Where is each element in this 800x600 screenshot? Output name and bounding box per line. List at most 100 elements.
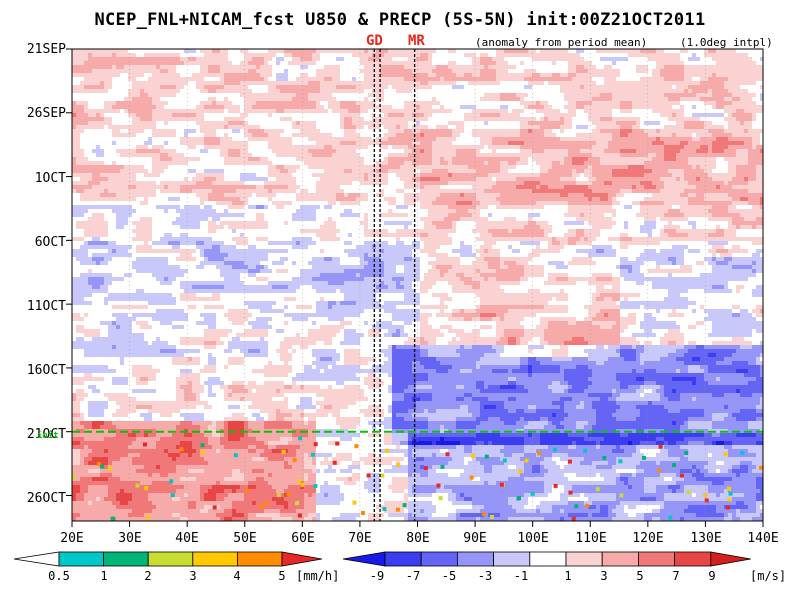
u850-cell <box>492 109 496 113</box>
u850-cell <box>500 145 504 149</box>
u850-cell <box>456 157 460 161</box>
u850-cell <box>352 113 356 117</box>
u850-cell <box>704 53 708 57</box>
u850-cell <box>328 169 332 173</box>
u850-cell <box>152 113 156 117</box>
u850-cell <box>480 189 484 193</box>
u850-cell <box>164 109 168 113</box>
u850-cell <box>760 97 763 101</box>
u850-cell <box>628 189 632 193</box>
u850-cell <box>448 121 452 125</box>
u850-cell <box>96 173 100 177</box>
u850-cell <box>196 121 200 125</box>
u850-cell <box>332 157 336 161</box>
u850-cell <box>416 181 420 185</box>
u850-cell <box>728 157 732 161</box>
u850-cell <box>560 173 564 177</box>
u850-cell <box>168 53 172 57</box>
u850-cell <box>640 189 644 193</box>
u850-cell <box>604 117 608 121</box>
u850-cell <box>84 101 88 105</box>
u850-cell <box>548 121 552 125</box>
u850-cell <box>244 65 248 69</box>
u850-cell <box>744 189 748 193</box>
u850-cell <box>508 157 512 161</box>
u850-cell <box>276 201 280 205</box>
u850-cell <box>396 49 400 53</box>
u850-cell <box>424 105 428 109</box>
u850-cell <box>548 77 552 81</box>
u850-cell <box>468 177 472 181</box>
u850-cell <box>588 201 592 205</box>
u850-cell <box>540 129 544 133</box>
u850-cell <box>380 181 384 185</box>
u850-cell <box>240 145 244 149</box>
u850-cell <box>628 129 632 133</box>
u850-cell <box>140 189 144 193</box>
u850-cell <box>596 181 600 185</box>
u850-cell <box>324 165 328 169</box>
u850-cell <box>716 49 720 53</box>
u850-cell <box>272 185 276 189</box>
u850-cell <box>692 197 696 201</box>
u850-cell <box>292 181 296 185</box>
u850-cell <box>600 89 604 93</box>
u850-cell <box>576 153 580 157</box>
u850-cell <box>392 137 396 141</box>
u850-cell <box>252 129 256 133</box>
u850-cell <box>492 61 496 65</box>
u850-cell <box>608 185 612 189</box>
u850-cell <box>312 77 316 81</box>
u850-cell <box>264 137 268 141</box>
u850-cell <box>688 93 692 97</box>
u850-cell <box>648 189 652 193</box>
u850-cell <box>564 173 568 177</box>
u850-cell <box>588 109 592 113</box>
u850-cell <box>304 49 308 53</box>
u850-cell <box>304 77 308 81</box>
u850-cell <box>460 85 464 89</box>
u850-cell <box>104 197 108 201</box>
u850-cell <box>608 173 612 177</box>
u850-cell <box>392 165 396 169</box>
u850-cell <box>552 149 556 153</box>
u850-cell <box>592 105 596 109</box>
u850-cell <box>244 133 248 137</box>
u850-cell <box>200 81 204 85</box>
u850-cell <box>328 81 332 85</box>
u850-cell <box>612 193 616 197</box>
u850-cell <box>304 133 308 137</box>
u850-cell <box>356 49 360 53</box>
u850-cell <box>504 137 508 141</box>
u850-cell <box>664 157 668 161</box>
u850-cell <box>196 185 200 189</box>
u850-cell <box>700 189 704 193</box>
u850-cell <box>212 53 216 57</box>
u850-cell <box>524 189 528 193</box>
u850-cell <box>76 69 80 73</box>
u850-cell <box>360 49 364 53</box>
u850-cell <box>664 165 668 169</box>
u850-cell <box>728 177 732 181</box>
u850-cell <box>300 73 304 77</box>
u850-cell <box>80 161 84 165</box>
u850-cell <box>696 193 700 197</box>
u850-cell <box>564 57 568 61</box>
u850-cell <box>240 141 244 145</box>
u850-cell <box>684 125 688 129</box>
u850-cell <box>744 77 748 81</box>
chart-title: NCEP_FNL+NICAM_fcst U850 & PRECP (5S-5N)… <box>94 10 706 30</box>
u850-cell <box>504 105 508 109</box>
u850-cell <box>532 81 536 85</box>
u850-cell <box>700 77 704 81</box>
u850-cell <box>440 189 444 193</box>
u850-cell <box>576 173 580 177</box>
u850-cell <box>320 173 324 177</box>
u850-cell <box>124 177 128 181</box>
u850-cell <box>572 73 576 77</box>
u850-cell <box>184 137 188 141</box>
u850-cell <box>136 185 140 189</box>
u850-cell <box>140 85 144 89</box>
u850-cell <box>408 137 412 141</box>
u850-cell <box>356 89 360 93</box>
